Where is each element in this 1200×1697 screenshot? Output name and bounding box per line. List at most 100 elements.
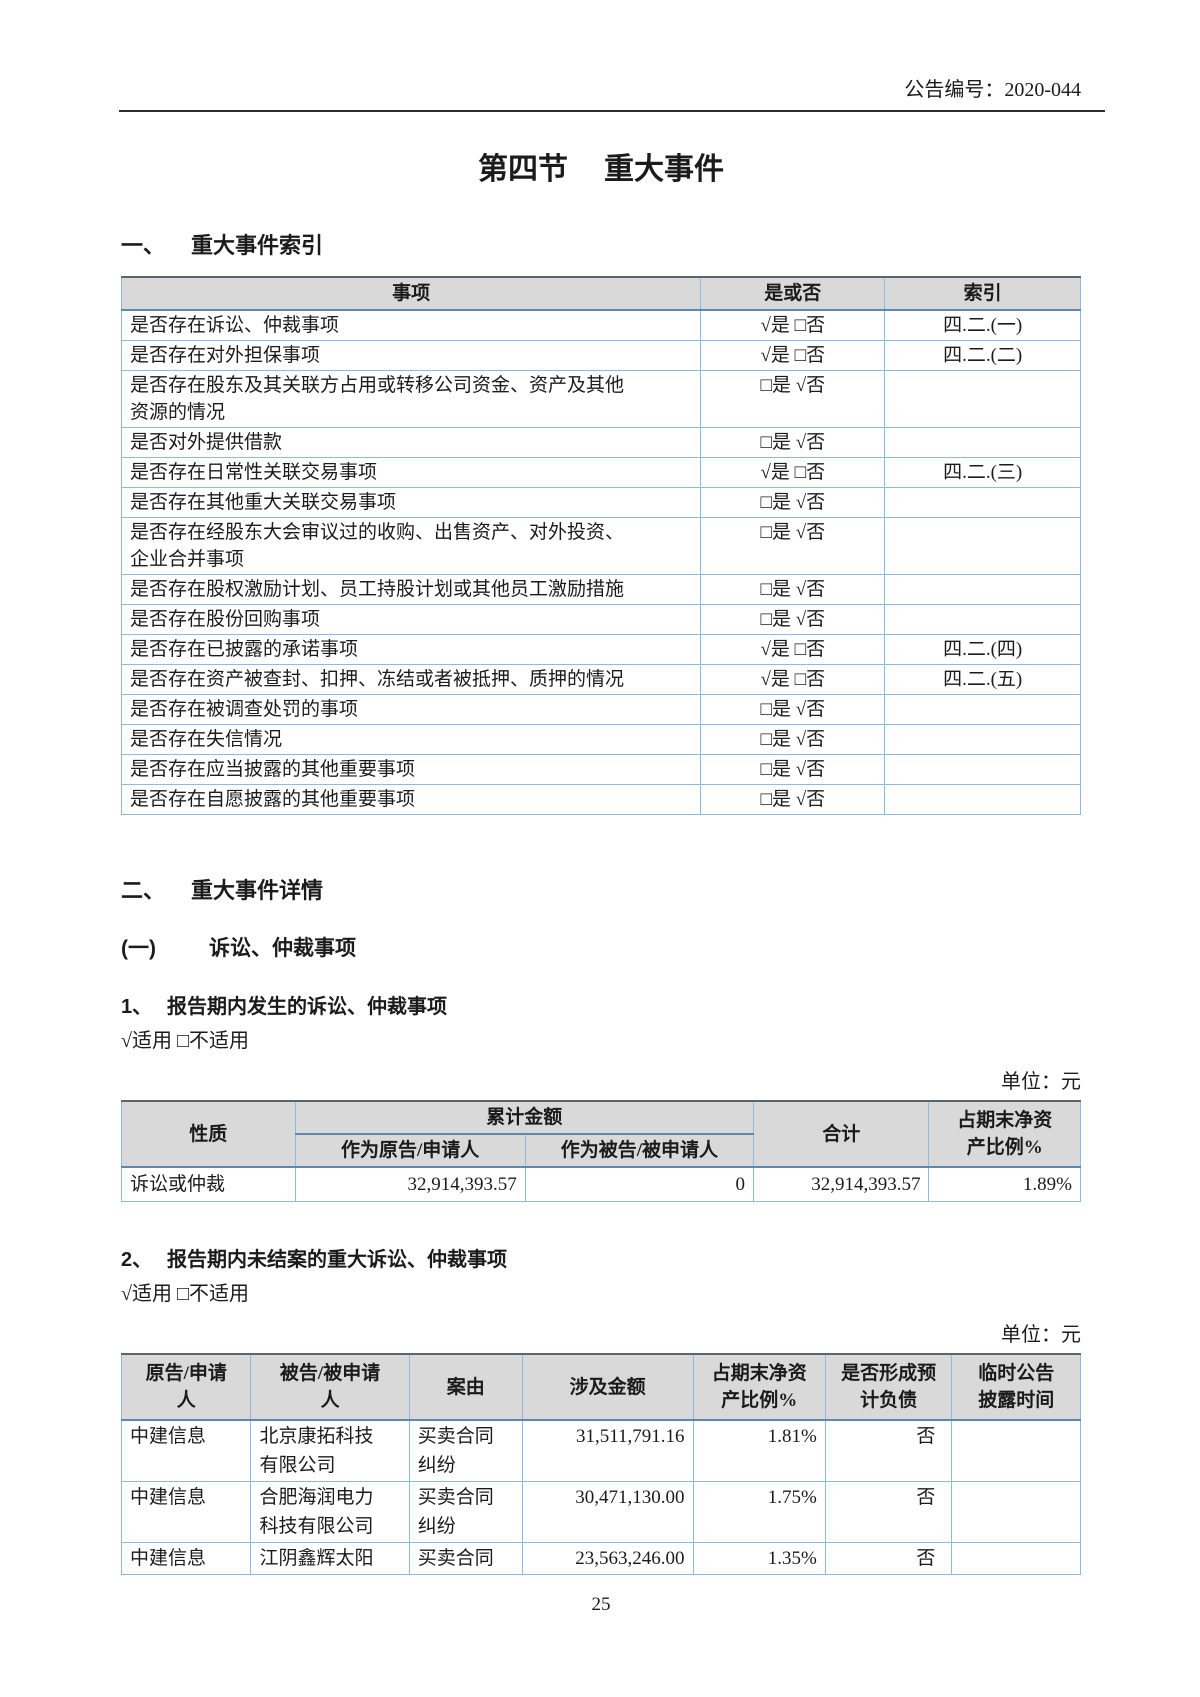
index-cell (884, 427, 1081, 458)
ratio-cell: 1.89% (928, 1166, 1081, 1202)
table-row: 是否存在资产被查封、扣押、冻结或者被抵押、质押的情况 √是 □否 四.二.(五) (120, 664, 1081, 695)
major-events-index-table: 事项 是或否 索引 是否存在诉讼、仲裁事项 √是 □否 四.二.(一) 是否存在… (120, 276, 1081, 815)
table-row: 是否存在日常性关联交易事项 √是 □否 四.二.(三) (120, 457, 1081, 488)
index-cell (884, 487, 1081, 518)
item-cell: 是否存在对外担保事项 (120, 340, 702, 371)
defendant-cell: 北京康拓科技 有限公司 (250, 1419, 410, 1482)
ratio-cell: 1.75% (692, 1481, 826, 1543)
col-header-nature: 性质 (121, 1100, 296, 1168)
answer-cell: □是 √否 (700, 427, 886, 458)
section-heading-index: 一、 重大事件索引 (121, 232, 1081, 260)
answer-cell: □是 √否 (700, 517, 886, 575)
col-header-announce-time: 临时公告 披露时间 (951, 1353, 1081, 1421)
cause-cell: 买卖合同 纠纷 (408, 1481, 523, 1543)
answer-cell: □是 √否 (700, 370, 886, 428)
table-row: 是否存在失信情况 □是 √否 (120, 724, 1081, 755)
table-row: 中建信息 北京康拓科技 有限公司 买卖合同 纠纷 31,511,791.16 1… (120, 1419, 1081, 1482)
plaintiff-cell: 中建信息 (120, 1419, 252, 1482)
item-cell: 是否存在经股东大会审议过的收购、出售资产、对外投资、 企业合并事项 (120, 517, 702, 575)
table-row: 是否存在股东及其关联方占用或转移公司资金、资产及其他 资源的情况 □是 √否 (120, 370, 1081, 428)
table-row: 是否存在股权激励计划、员工持股计划或其他员工激励措施 □是 √否 (120, 574, 1081, 605)
table-header-row: 原告/申请 人 被告/被申请 人 案由 涉及金额 占期末净资 产比例% 是否形成… (120, 1353, 1081, 1421)
item-cell: 是否存在资产被查封、扣押、冻结或者被抵押、质押的情况 (120, 664, 702, 695)
col-header-index: 索引 (884, 276, 1081, 311)
item-cell: 是否存在股份回购事项 (120, 604, 702, 635)
col-header-ratio: 占期末净资 产比例% (692, 1353, 826, 1421)
answer-cell: √是 □否 (700, 457, 886, 488)
section-number: 二、 (121, 878, 166, 903)
page-number: 25 (591, 1594, 611, 1615)
item-cell: 是否存在失信情况 (120, 724, 702, 755)
provision-cell: 否 (824, 1542, 953, 1575)
table-row: 中建信息 合肥海润电力 科技有限公司 买卖合同 纠纷 30,471,130.00… (120, 1481, 1081, 1543)
index-cell: 四.二.(一) (884, 309, 1081, 341)
answer-cell: □是 √否 (700, 604, 886, 635)
table-row: 是否存在诉讼、仲裁事项 √是 □否 四.二.(一) (120, 309, 1081, 341)
ratio-cell: 1.35% (692, 1542, 826, 1575)
index-cell (884, 754, 1081, 785)
item-cell: 是否存在日常性关联交易事项 (120, 457, 702, 488)
subsection-title: 诉讼、仲裁事项 (209, 937, 356, 960)
announce-time-cell (951, 1481, 1081, 1543)
plaintiff-cell: 中建信息 (120, 1542, 252, 1575)
item-cell: 是否存在股东及其关联方占用或转移公司资金、资产及其他 资源的情况 (120, 370, 702, 428)
table-row: 中建信息 江阴鑫辉太阳 买卖合同 23,563,246.00 1.35% 否 (120, 1542, 1081, 1575)
answer-cell: □是 √否 (700, 784, 886, 815)
plaintiff-cell: 中建信息 (120, 1481, 252, 1543)
item-cell: 是否存在股权激励计划、员工持股计划或其他员工激励措施 (120, 574, 702, 605)
item-cell: 是否存在已披露的承诺事项 (120, 634, 702, 665)
index-cell (884, 574, 1081, 605)
item-cell: 是否对外提供借款 (120, 427, 702, 458)
item-cell: 是否存在应当披露的其他重要事项 (120, 754, 702, 785)
table-header-row: 性质 累计金额 合计 占期末净资 产比例% (121, 1100, 1081, 1168)
answer-cell: □是 √否 (700, 574, 886, 605)
answer-cell: □是 √否 (700, 724, 886, 755)
item-number: 1、 (121, 996, 153, 1018)
col-header-yes-no: 是或否 (700, 276, 886, 311)
page-title: 第四节 重大事件 (121, 152, 1081, 188)
answer-cell: □是 √否 (700, 487, 886, 518)
index-cell (884, 517, 1081, 575)
table-row: 是否存在被调查处罚的事项 □是 √否 (120, 694, 1081, 725)
col-header-cumulative: 累计金额 (294, 1100, 754, 1135)
amount-cell: 31,511,791.16 (521, 1419, 694, 1482)
table-row: 是否存在已披露的承诺事项 √是 □否 四.二.(四) (120, 634, 1081, 665)
amount-cell: 30,471,130.00 (521, 1481, 694, 1543)
applicability-line: √适用 □不适用 (121, 1030, 250, 1052)
announce-time-cell (951, 1419, 1081, 1482)
item-number: 2、 (121, 1249, 153, 1271)
page-title-text: 重大事件 (604, 153, 724, 186)
unit-label: 单位：元 (1001, 1071, 1081, 1093)
index-cell (884, 724, 1081, 755)
as-defendant-cell: 0 (524, 1166, 754, 1202)
table-header-row: 事项 是或否 索引 (120, 276, 1081, 311)
index-cell (884, 604, 1081, 635)
col-header-defendant: 被告/被申请 人 (250, 1353, 410, 1421)
index-cell (884, 370, 1081, 428)
item-title: 报告期内未结案的重大诉讼、仲裁事项 (167, 1249, 507, 1271)
col-header-plaintiff: 原告/申请 人 (120, 1353, 252, 1421)
section-heading-details: 二、 重大事件详情 (121, 877, 1081, 905)
answer-cell: √是 □否 (700, 309, 886, 341)
section-title: 重大事件索引 (191, 233, 324, 258)
total-cell: 32,914,393.57 (752, 1166, 930, 1202)
col-header-item: 事项 (120, 276, 702, 311)
defendant-cell: 合肥海润电力 科技有限公司 (250, 1481, 410, 1543)
item-cell: 是否存在自愿披露的其他重要事项 (120, 784, 702, 815)
table-row: 是否存在对外担保事项 √是 □否 四.二.(二) (120, 340, 1081, 371)
provision-cell: 否 (824, 1419, 953, 1482)
applicability-line: √适用 □不适用 (121, 1283, 250, 1305)
index-cell: 四.二.(三) (884, 457, 1081, 488)
index-cell (884, 694, 1081, 725)
col-header-total: 合计 (752, 1100, 930, 1168)
occurred-litigation-table: 性质 累计金额 合计 占期末净资 产比例% 作为原告/申请人 作为被告/被申请人… (121, 1100, 1081, 1202)
provision-cell: 否 (824, 1481, 953, 1543)
item-heading-pending: 2、 报告期内未结案的重大诉讼、仲裁事项 (121, 1246, 1081, 1274)
answer-cell: □是 √否 (700, 754, 886, 785)
unit-label: 单位：元 (1001, 1324, 1081, 1346)
answer-cell: √是 □否 (700, 340, 886, 371)
index-cell: 四.二.(四) (884, 634, 1081, 665)
amount-cell: 23,563,246.00 (521, 1542, 694, 1575)
answer-cell: √是 □否 (700, 664, 886, 695)
